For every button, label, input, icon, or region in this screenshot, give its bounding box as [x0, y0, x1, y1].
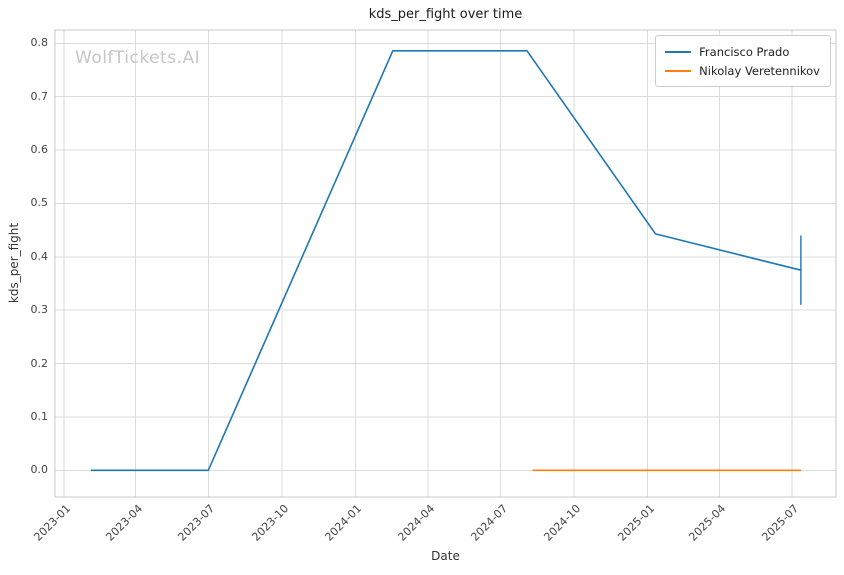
- plot-frame: [54, 29, 837, 498]
- y-axis-label: kds_per_fight: [7, 222, 21, 304]
- y-tick-label: 0.3: [30, 303, 49, 317]
- legend-line-swatch: [665, 50, 692, 53]
- chart-title: kds_per_fight over time: [368, 7, 523, 22]
- legend-label: Francisco Prado: [699, 44, 790, 59]
- y-tick-label: 0.2: [30, 356, 49, 370]
- legend-line-swatch: [665, 69, 692, 72]
- x-axis-label: Date: [431, 549, 460, 563]
- y-tick-label: 0.0: [30, 463, 49, 477]
- y-tick-label: 0.1: [30, 409, 49, 423]
- legend-entry: Nikolay Veretennikov: [665, 61, 820, 80]
- watermark-text: WolfTickets.AI: [75, 48, 201, 68]
- y-tick-label: 0.5: [30, 196, 49, 210]
- y-tick-label: 0.4: [30, 249, 49, 263]
- legend-entry: Francisco Prado: [665, 42, 820, 61]
- legend-label: Nikolay Veretennikov: [699, 63, 820, 78]
- y-tick-label: 0.7: [30, 89, 49, 103]
- y-tick-label: 0.6: [30, 143, 49, 157]
- series-line: [90, 49, 802, 472]
- legend: Francisco Prado Nikolay Veretennikov: [655, 35, 831, 87]
- y-tick-label: 0.8: [30, 36, 49, 50]
